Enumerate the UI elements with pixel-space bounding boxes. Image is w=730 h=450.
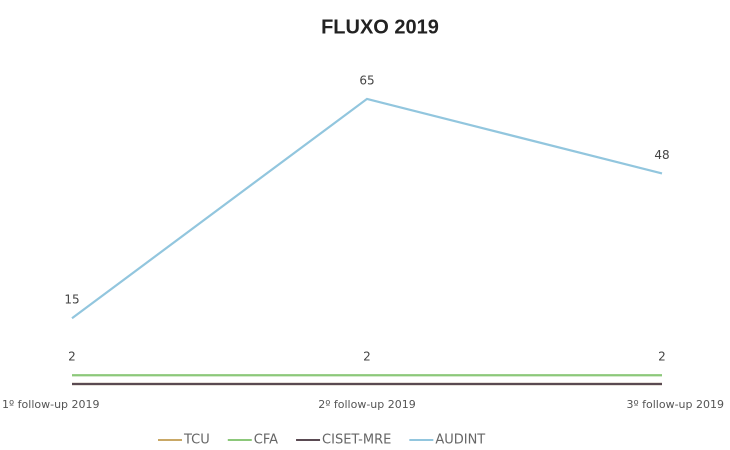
data-label: 65 bbox=[359, 73, 374, 87]
data-label: 2 bbox=[363, 350, 371, 364]
x-tick-label: 3º follow-up 2019 bbox=[626, 398, 724, 411]
x-tick-label: 1º follow-up 2019 bbox=[2, 398, 100, 411]
x-tick-label: 2º follow-up 2019 bbox=[318, 398, 416, 411]
data-label: 2 bbox=[658, 350, 666, 364]
series-line bbox=[71, 97, 663, 320]
chart-title: FLUXO 2019 bbox=[321, 16, 439, 38]
data-label: 15 bbox=[64, 293, 79, 307]
data-label: 2 bbox=[68, 350, 76, 364]
legend-label: AUDINT bbox=[435, 433, 485, 448]
legend-label: TCU bbox=[183, 433, 210, 448]
legend-label: CFA bbox=[254, 433, 278, 448]
data-label: 48 bbox=[654, 148, 669, 162]
legend-label: CISET-MRE bbox=[322, 433, 391, 448]
